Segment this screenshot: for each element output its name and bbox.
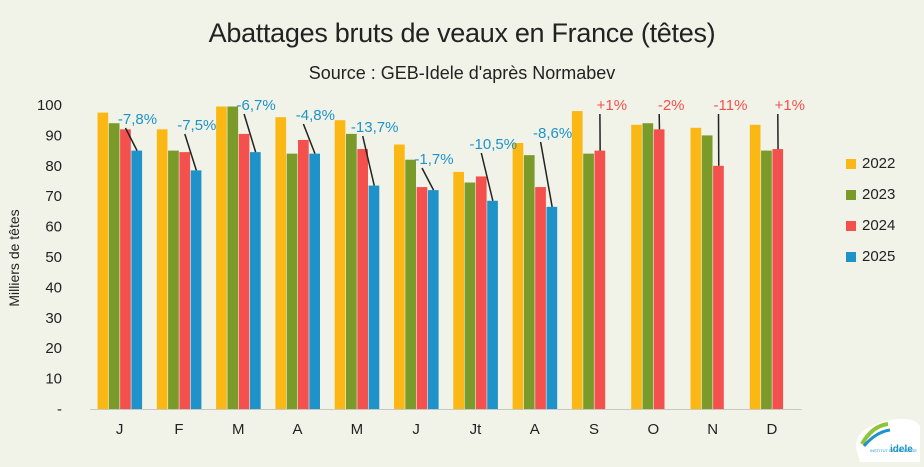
bar-2022-9 — [572, 111, 583, 409]
bar-2023-6 — [405, 160, 416, 409]
bar-2025-4 — [309, 154, 320, 409]
bar-2025-1 — [131, 151, 142, 409]
legend-swatch — [846, 159, 856, 169]
y-tick-label: 30 — [45, 310, 62, 327]
bar-2023-10 — [643, 123, 654, 409]
bar-2023-1 — [109, 123, 120, 409]
bar-2024-2 — [179, 152, 190, 409]
x-tick-label: M — [351, 421, 364, 438]
annotation-label: +1% — [597, 97, 627, 114]
bar-2023-11 — [702, 135, 713, 409]
bar-2022-6 — [394, 145, 405, 409]
x-tick-label: O — [648, 421, 660, 438]
annotation-label: -6,7% — [237, 97, 276, 114]
x-tick-label: N — [707, 421, 718, 438]
x-tick-label: D — [767, 421, 778, 438]
x-tick-label: M — [232, 421, 245, 438]
bar-2022-8 — [513, 143, 524, 409]
y-tick-label: - — [57, 401, 62, 418]
legend-label: 2024 — [862, 217, 895, 234]
bar-2024-5 — [357, 149, 368, 409]
y-tick-label: 100 — [37, 97, 62, 114]
legend-label: 2022 — [862, 155, 895, 172]
bar-2022-4 — [275, 117, 286, 409]
annotation-label: -7,8% — [118, 111, 157, 128]
bar-2022-10 — [631, 125, 642, 409]
legend-item-2025: 2025 — [846, 241, 895, 272]
bar-2025-2 — [191, 170, 202, 409]
annotation-label: -7,5% — [177, 117, 216, 134]
legend-label: 2025 — [862, 248, 895, 265]
y-tick-label: 50 — [45, 249, 62, 266]
bar-2024-10 — [654, 129, 665, 409]
x-tick-label: A — [530, 421, 540, 438]
y-axis-label: Milliers de têtes — [6, 209, 22, 306]
bar-2023-12 — [761, 151, 772, 409]
bar-2024-6 — [417, 187, 428, 409]
bar-2025-5 — [369, 186, 380, 409]
y-tick-label: 10 — [45, 371, 62, 388]
legend-item-2022: 2022 — [846, 148, 895, 179]
bar-2023-5 — [346, 134, 357, 409]
bar-2023-7 — [465, 183, 476, 409]
legend-swatch — [846, 190, 856, 200]
idele-logo: INSTITUT DE L'ÉLEVAGE idele — [850, 408, 924, 462]
y-tick-label: 90 — [45, 127, 62, 144]
x-tick-label: F — [174, 421, 183, 438]
bar-2022-3 — [216, 107, 227, 409]
x-tick-label: J — [116, 421, 124, 438]
bar-2025-3 — [250, 152, 261, 409]
bar-2025-6 — [428, 190, 439, 409]
svg-text:idele: idele — [890, 444, 913, 455]
x-tick-label: Jt — [470, 421, 483, 438]
y-tick-label: 70 — [45, 188, 62, 205]
annotation-label: -2% — [658, 97, 685, 114]
annotation-label: -10,5% — [470, 136, 518, 153]
bar-2025-7 — [487, 201, 498, 409]
legend-item-2024: 2024 — [846, 210, 895, 241]
legend-swatch — [846, 252, 856, 262]
bar-2024-1 — [120, 129, 131, 409]
bar-2025-8 — [547, 207, 558, 409]
bar-2023-9 — [583, 154, 594, 409]
legend-item-2023: 2023 — [846, 179, 895, 210]
y-tick-label: 60 — [45, 219, 62, 236]
bar-2024-11 — [713, 166, 724, 409]
bar-2022-7 — [453, 172, 464, 409]
y-tick-label: 20 — [45, 340, 62, 357]
bar-2023-3 — [227, 107, 238, 409]
legend-swatch — [846, 221, 856, 231]
legend-label: 2023 — [862, 186, 895, 203]
y-tick-label: 80 — [45, 158, 62, 175]
x-tick-label: J — [412, 421, 420, 438]
annotation-label: -13,7% — [351, 119, 399, 136]
annotation-label: -11% — [714, 97, 748, 114]
bar-2024-9 — [595, 151, 606, 409]
bar-2024-7 — [476, 176, 487, 409]
bar-2022-11 — [691, 128, 702, 409]
x-tick-label: A — [293, 421, 303, 438]
bar-2023-2 — [168, 151, 179, 409]
bar-2023-4 — [287, 154, 298, 409]
bar-2024-12 — [772, 149, 783, 409]
annotation-label: -8,6% — [533, 125, 572, 142]
bar-2024-4 — [298, 140, 309, 409]
y-tick-label: 40 — [45, 279, 62, 296]
bar-2024-3 — [239, 134, 250, 409]
annotation-label: -4,8% — [296, 107, 335, 124]
chart-legend: 2022 2023 2024 2025 — [846, 148, 895, 272]
annotation-label: +1% — [775, 97, 805, 114]
bar-2023-8 — [524, 155, 535, 409]
bar-2024-8 — [535, 187, 546, 409]
annotation-label: -1,7% — [414, 151, 453, 168]
bar-2022-1 — [98, 113, 109, 409]
bar-2022-5 — [335, 120, 346, 409]
bar-2022-12 — [750, 125, 761, 409]
x-tick-label: S — [589, 421, 599, 438]
annotation-leader — [422, 168, 434, 190]
bar-2022-2 — [157, 129, 168, 409]
